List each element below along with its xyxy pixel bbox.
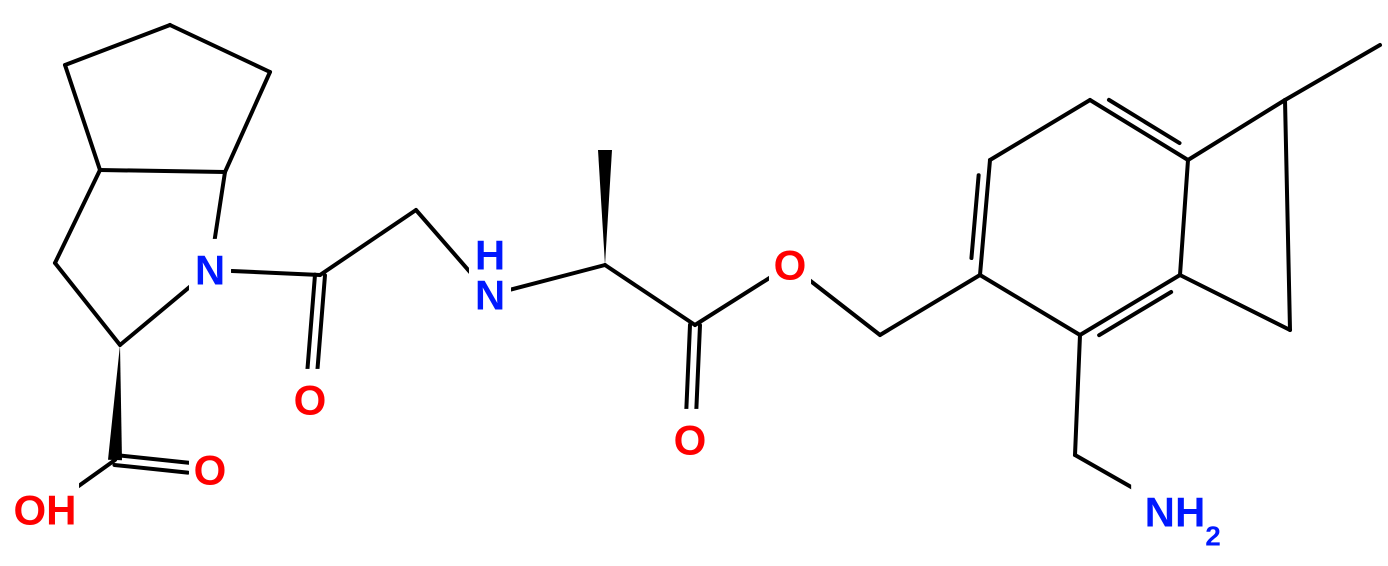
atom-label: O xyxy=(194,447,227,494)
molecule-diagram: NOOHONHOONH2 xyxy=(0,0,1388,566)
atom-label: OH xyxy=(14,487,77,534)
atom-label: O xyxy=(774,242,807,289)
atom-label: N xyxy=(195,247,225,294)
atom-subscript: 2 xyxy=(1205,520,1221,551)
atom-label: NH xyxy=(1145,489,1206,536)
atom-label: O xyxy=(674,417,707,464)
atom-h-top: H xyxy=(475,232,505,279)
atom-label: O xyxy=(294,377,327,424)
